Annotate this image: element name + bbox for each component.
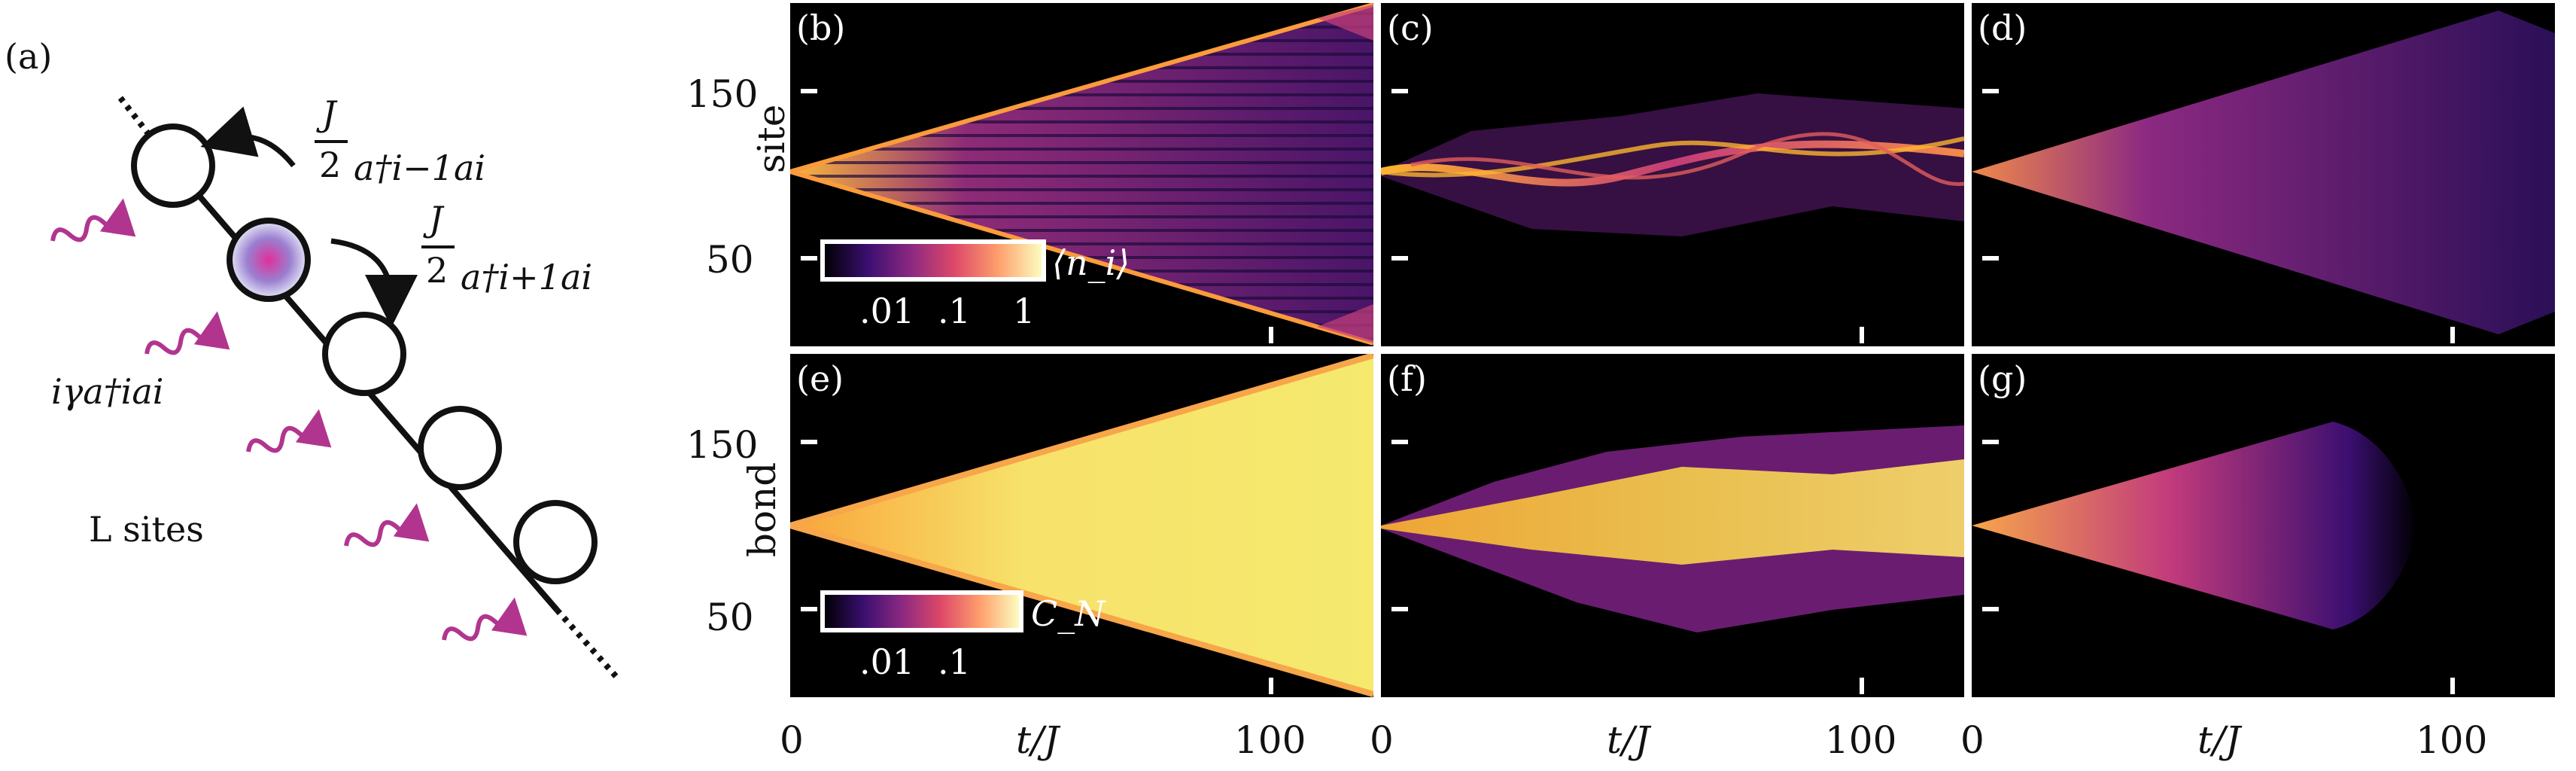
ylabel-site: site [750, 104, 793, 173]
heatmap-f [1381, 425, 1964, 632]
panel-f: (f) [1381, 354, 1964, 697]
panel-label-f: (f) [1387, 358, 1427, 399]
ytick-mark [801, 607, 817, 611]
ytick-150-bottom: 150 [686, 423, 759, 467]
panel-label-a: (a) [5, 36, 53, 77]
colorbar-correlation-label: C_N [1031, 593, 1106, 634]
hop-left-arrow [200, 106, 296, 168]
hop-left-frac-den: 2 [319, 145, 342, 185]
loss-term: iγa†iai [51, 371, 164, 412]
ytick-150-top: 150 [686, 72, 759, 116]
panel-label-g: (g) [1978, 358, 2027, 399]
ytick-50-bottom: 50 [706, 596, 754, 639]
frac-bar [315, 140, 348, 143]
heatmap-g [1972, 422, 2416, 629]
xlabel-c: t/J [1607, 718, 1650, 762]
xtick-0-d: 0 [1960, 718, 1984, 762]
chain-schematic [50, 96, 619, 680]
colorbar-tick-01: .1 [938, 291, 971, 331]
ytick-mark [1982, 607, 1999, 611]
hop-right-operator: a†i+1ai [461, 257, 593, 297]
xtick-mark [1860, 327, 1864, 343]
hop-right-frac-num: J [429, 199, 443, 239]
ytick-mark [801, 89, 817, 93]
colorbar-tick-01: .1 [938, 641, 971, 682]
hop-right-arrow [330, 238, 418, 328]
xtick-100-c: 100 [1825, 718, 1897, 762]
hop-right-frac-den: 2 [426, 250, 449, 291]
ytick-mark [1982, 89, 1999, 93]
panel-c: (c) [1381, 3, 1964, 346]
panel-label-b: (b) [796, 8, 846, 48]
xlabel-b: t/J [1016, 718, 1059, 762]
hop-left-operator: a†i−1ai [354, 148, 486, 188]
xtick-0-c: 0 [1370, 718, 1394, 762]
loss-wave-icon [50, 198, 528, 641]
ytick-mark [1391, 607, 1408, 611]
chain-dots-top [117, 96, 176, 168]
colorbar-correlation [820, 590, 1023, 632]
xtick-mark [1269, 327, 1273, 343]
panel-b: (b) ⟨n_i⟩ .01 .1 1 [790, 3, 1373, 346]
ytick-mark [1391, 256, 1408, 261]
xtick-100-d: 100 [2416, 718, 2488, 762]
panel-label-e: (e) [796, 358, 844, 399]
ytick-mark [801, 440, 817, 444]
colorbar-tick-001: .01 [859, 641, 915, 682]
xtick-0-b: 0 [780, 718, 804, 762]
heatmap-c [1381, 93, 1964, 236]
ytick-mark [1391, 440, 1408, 444]
ytick-mark [1982, 440, 1999, 444]
ylabel-bond: bond [741, 462, 784, 557]
xtick-mark [1860, 678, 1864, 694]
xlabel-d: t/J [2197, 718, 2240, 762]
excited-site [227, 218, 311, 302]
site-circle [418, 406, 502, 490]
ytick-mark [1391, 89, 1408, 93]
site-circle [131, 123, 215, 208]
xtick-100-b: 100 [1234, 718, 1306, 762]
heatmap-e [790, 354, 1373, 697]
xtick-mark [1269, 678, 1273, 694]
site-circle [513, 500, 598, 584]
chain-dots-bottom [555, 608, 619, 680]
heatmap-b [790, 3, 1373, 346]
heatmap-d [1972, 11, 2555, 334]
sites-label: L sites [89, 509, 204, 550]
panel-label-c: (c) [1387, 8, 1434, 48]
xtick-mark [2450, 678, 2455, 694]
colorbar-occupation-label: ⟨n_i⟩ [1052, 242, 1130, 283]
colorbar-occupation [820, 239, 1046, 282]
ytick-mark [801, 256, 817, 261]
ytick-mark [1982, 256, 1999, 261]
colorbar-tick-1: 1 [1013, 291, 1036, 331]
frac-bar [421, 245, 455, 248]
panel-g: (g) [1972, 354, 2555, 697]
xtick-mark [2450, 327, 2455, 343]
hop-left-frac-num: J [322, 93, 336, 134]
panel-e: (e) C_N .01 .1 [790, 354, 1373, 697]
colorbar-tick-001: .01 [859, 291, 915, 331]
panel-d: (d) [1972, 3, 2555, 346]
panel-label-d: (d) [1978, 8, 2027, 48]
ytick-50-top: 50 [706, 238, 754, 282]
site-circle [322, 312, 406, 396]
